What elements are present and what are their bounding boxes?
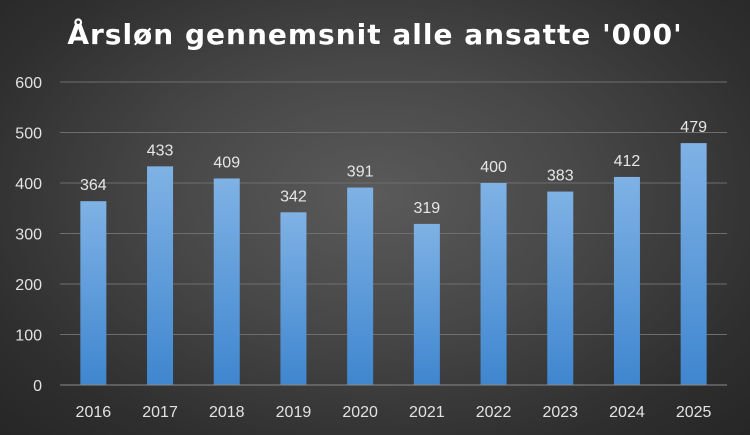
data-label-2024: 412 bbox=[614, 153, 641, 170]
y-tick-label: 600 bbox=[15, 75, 42, 92]
bar-2022 bbox=[480, 183, 507, 385]
bar-2023 bbox=[547, 191, 574, 385]
x-tick-label: 2020 bbox=[342, 404, 378, 421]
bar-series bbox=[80, 143, 707, 385]
data-label-2023: 383 bbox=[547, 168, 574, 185]
x-tick-label: 2016 bbox=[76, 404, 112, 421]
y-tick-label: 300 bbox=[15, 227, 42, 244]
y-tick-label: 100 bbox=[15, 328, 42, 345]
x-tick-label: 2022 bbox=[476, 404, 512, 421]
data-label-2022: 400 bbox=[480, 159, 507, 176]
bar-2019 bbox=[280, 212, 307, 385]
data-labels: 364 433 409 342 391 319 400 383 412 479 bbox=[80, 119, 707, 217]
data-label-2020: 391 bbox=[347, 164, 374, 181]
data-label-2017: 433 bbox=[147, 142, 174, 159]
data-label-2016: 364 bbox=[80, 177, 107, 194]
bar-2016 bbox=[80, 201, 107, 385]
x-tick-label: 2023 bbox=[542, 404, 578, 421]
bar-2024 bbox=[613, 176, 640, 385]
bar-2025 bbox=[680, 143, 707, 385]
x-tick-label: 2017 bbox=[142, 404, 178, 421]
x-tick-label: 2024 bbox=[609, 404, 645, 421]
x-tick-label: 2019 bbox=[276, 404, 312, 421]
x-tick-label: 2021 bbox=[409, 404, 445, 421]
data-label-2019: 342 bbox=[280, 188, 307, 205]
chart-title: Årsløn gennemsnit alle ansatte '000' bbox=[67, 18, 683, 51]
axes: 0 100 200 300 400 500 600 2016 2017 2018 2019 2020 2… bbox=[15, 75, 727, 421]
x-tick-label: 2018 bbox=[209, 404, 245, 421]
y-tick-label: 500 bbox=[15, 126, 42, 143]
bar-2021 bbox=[413, 223, 440, 385]
y-tick-label: 400 bbox=[15, 176, 42, 193]
x-tick-label: 2025 bbox=[676, 404, 712, 421]
bar-2018 bbox=[213, 178, 240, 385]
bar-2017 bbox=[147, 166, 174, 385]
data-label-2018: 409 bbox=[213, 154, 240, 171]
data-label-2021: 319 bbox=[413, 200, 440, 217]
y-tick-label: 0 bbox=[33, 378, 42, 395]
y-tick-label: 200 bbox=[15, 277, 42, 294]
bar-2020 bbox=[347, 187, 374, 385]
data-label-2025: 479 bbox=[680, 119, 707, 136]
